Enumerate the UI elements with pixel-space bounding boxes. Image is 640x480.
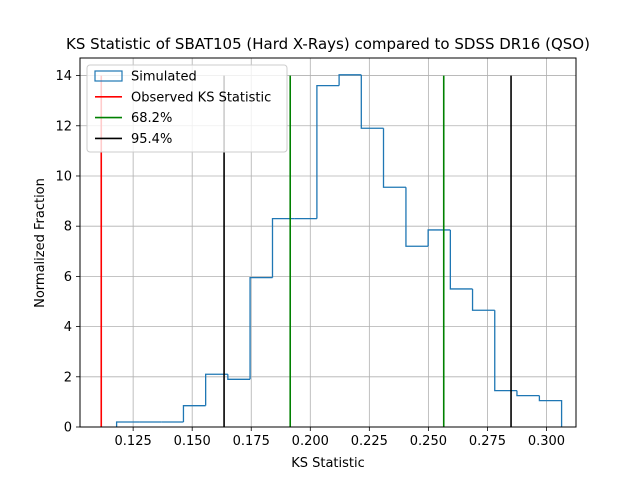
histogram-bin <box>405 187 429 247</box>
x-axis-ticks: 0.125 0.150 0.175 0.200 0.225 0.250 0.275 0.300 <box>115 427 565 449</box>
histogram-bin <box>427 229 451 247</box>
x-tick-label: 0.275 <box>469 434 506 449</box>
histogram-bin <box>449 229 473 290</box>
x-tick-label: 0.175 <box>233 434 270 449</box>
legend-label: 68.2% <box>131 111 172 126</box>
y-axis-label: Normalized Fraction <box>33 178 48 308</box>
histogram-bin <box>316 84 340 219</box>
y-tick-label: 2 <box>64 370 72 385</box>
x-tick-label: 0.200 <box>292 434 329 449</box>
reference-lines <box>100 75 512 427</box>
x-axis-label: KS Statistic <box>291 456 365 471</box>
x-tick-label: 0.150 <box>174 434 211 449</box>
x-tick-label: 0.125 <box>115 434 152 449</box>
histogram-bin <box>516 390 540 397</box>
legend-label: Simulated <box>131 70 197 85</box>
histogram-bin <box>360 74 384 129</box>
histogram-bin <box>115 421 140 427</box>
legend-swatch <box>94 70 123 82</box>
y-axis-ticks: 0 2 4 6 8 10 12 14 <box>55 69 80 436</box>
y-tick-label: 4 <box>64 320 72 335</box>
x-tick-label: 0.225 <box>351 434 388 449</box>
histogram-bin <box>227 374 251 380</box>
legend-label: Observed KS Statistic <box>131 90 271 105</box>
y-tick-label: 10 <box>55 169 72 184</box>
histogram-bin <box>205 373 228 406</box>
y-tick-label: 6 <box>64 270 72 285</box>
y-tick-label: 14 <box>55 69 72 84</box>
histogram <box>115 74 563 427</box>
legend-box <box>86 64 288 153</box>
legend-label: 95.4% <box>131 132 172 147</box>
histogram-bin <box>182 405 206 422</box>
histogram-bin <box>471 288 495 311</box>
y-tick-label: 8 <box>64 220 72 235</box>
x-tick-label: 0.250 <box>410 434 447 449</box>
legend: Simulated Observed KS Statistic 68.2% 95.4% <box>86 64 288 153</box>
histogram-bin <box>494 310 517 392</box>
plot-frame <box>79 57 577 428</box>
x-tick-label: 0.300 <box>528 434 565 449</box>
histogram-bin <box>249 276 273 380</box>
histogram-bin <box>338 74 362 86</box>
chart-title: KS Statistic of SBAT105 (Hard X-Rays) co… <box>66 35 590 53</box>
y-tick-label: 0 <box>64 421 72 436</box>
histogram-bin <box>271 218 295 278</box>
histogram-bin <box>382 128 406 188</box>
histogram-bin <box>538 395 563 427</box>
y-tick-label: 12 <box>55 119 72 134</box>
